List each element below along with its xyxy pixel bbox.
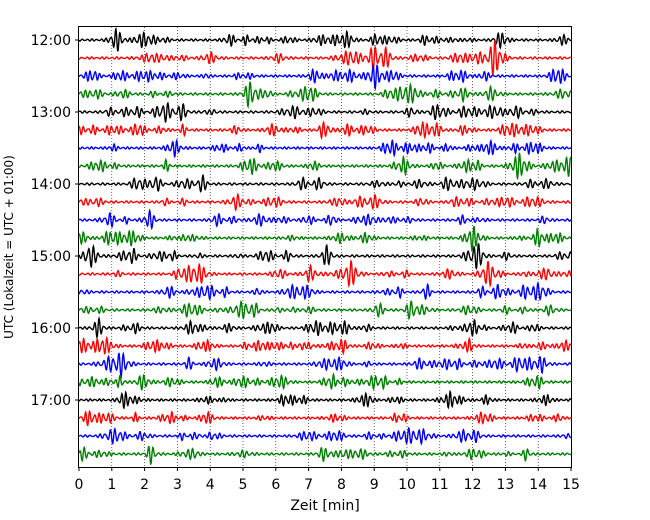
- x-tick-label-9: 9: [370, 477, 379, 493]
- trace-22: [78, 426, 572, 446]
- trace-23: [78, 445, 572, 466]
- x-tick-label-13: 13: [496, 477, 514, 493]
- trace-15: [78, 299, 572, 321]
- x-tick-label-10: 10: [398, 477, 416, 493]
- trace-0: [78, 26, 572, 52]
- trace-11: [78, 225, 572, 253]
- trace-1: [78, 40, 572, 77]
- x-tick-label-0: 0: [75, 477, 84, 493]
- y-tick-label-1: 13:00: [31, 105, 71, 121]
- trace-19: [78, 372, 572, 391]
- trace-6: [78, 138, 572, 159]
- trace-13: [78, 259, 572, 289]
- trace-14: [78, 280, 572, 302]
- trace-7: [78, 152, 572, 181]
- x-tick-label-5: 5: [239, 477, 248, 493]
- y-tick-label-5: 17:00: [31, 393, 71, 409]
- x-tick-label-11: 11: [431, 477, 449, 493]
- trace-21: [78, 409, 572, 427]
- x-tick-label-1: 1: [107, 477, 116, 493]
- trace-9: [78, 192, 572, 212]
- trace-20: [78, 389, 572, 410]
- x-axis-ticks: 0 1 2 3 4 5 6 7 8 9 10 11 12 13 14 15: [75, 467, 580, 493]
- x-tick-label-4: 4: [206, 477, 215, 493]
- trace-17: [78, 335, 572, 356]
- trace-12: [78, 243, 572, 270]
- x-tick-label-7: 7: [304, 477, 313, 493]
- y-tick-label-3: 15:00: [31, 249, 71, 265]
- x-tick-label-2: 2: [140, 477, 149, 493]
- y-tick-label-2: 14:00: [31, 177, 71, 193]
- trace-8: [78, 173, 572, 193]
- x-tick-label-8: 8: [337, 477, 346, 493]
- x-tick-label-14: 14: [529, 477, 547, 493]
- y-tick-label-0: 12:00: [31, 33, 71, 49]
- y-axis-ticks: 12:00 13:00 14:00 15:00 16:00 17:00: [31, 33, 79, 409]
- x-tick-label-15: 15: [562, 477, 580, 493]
- x-axis-label: Zeit [min]: [290, 498, 359, 514]
- trace-3: [78, 81, 572, 110]
- y-tick-label-4: 16:00: [31, 321, 71, 337]
- y-axis-label: UTC (Lokalzeit = UTC + 01:00): [2, 155, 16, 339]
- trace-4: [78, 101, 572, 124]
- x-gridlines: [111, 27, 539, 467]
- x-tick-label-6: 6: [271, 477, 280, 493]
- seismic-traces: [78, 26, 572, 466]
- trace-5: [78, 120, 572, 141]
- trace-10: [78, 208, 572, 231]
- trace-18: [78, 351, 572, 380]
- x-tick-label-12: 12: [464, 477, 482, 493]
- trace-16: [78, 315, 572, 340]
- x-tick-label-3: 3: [173, 477, 182, 493]
- plot-frame: [78, 26, 572, 468]
- trace-2: [78, 63, 572, 91]
